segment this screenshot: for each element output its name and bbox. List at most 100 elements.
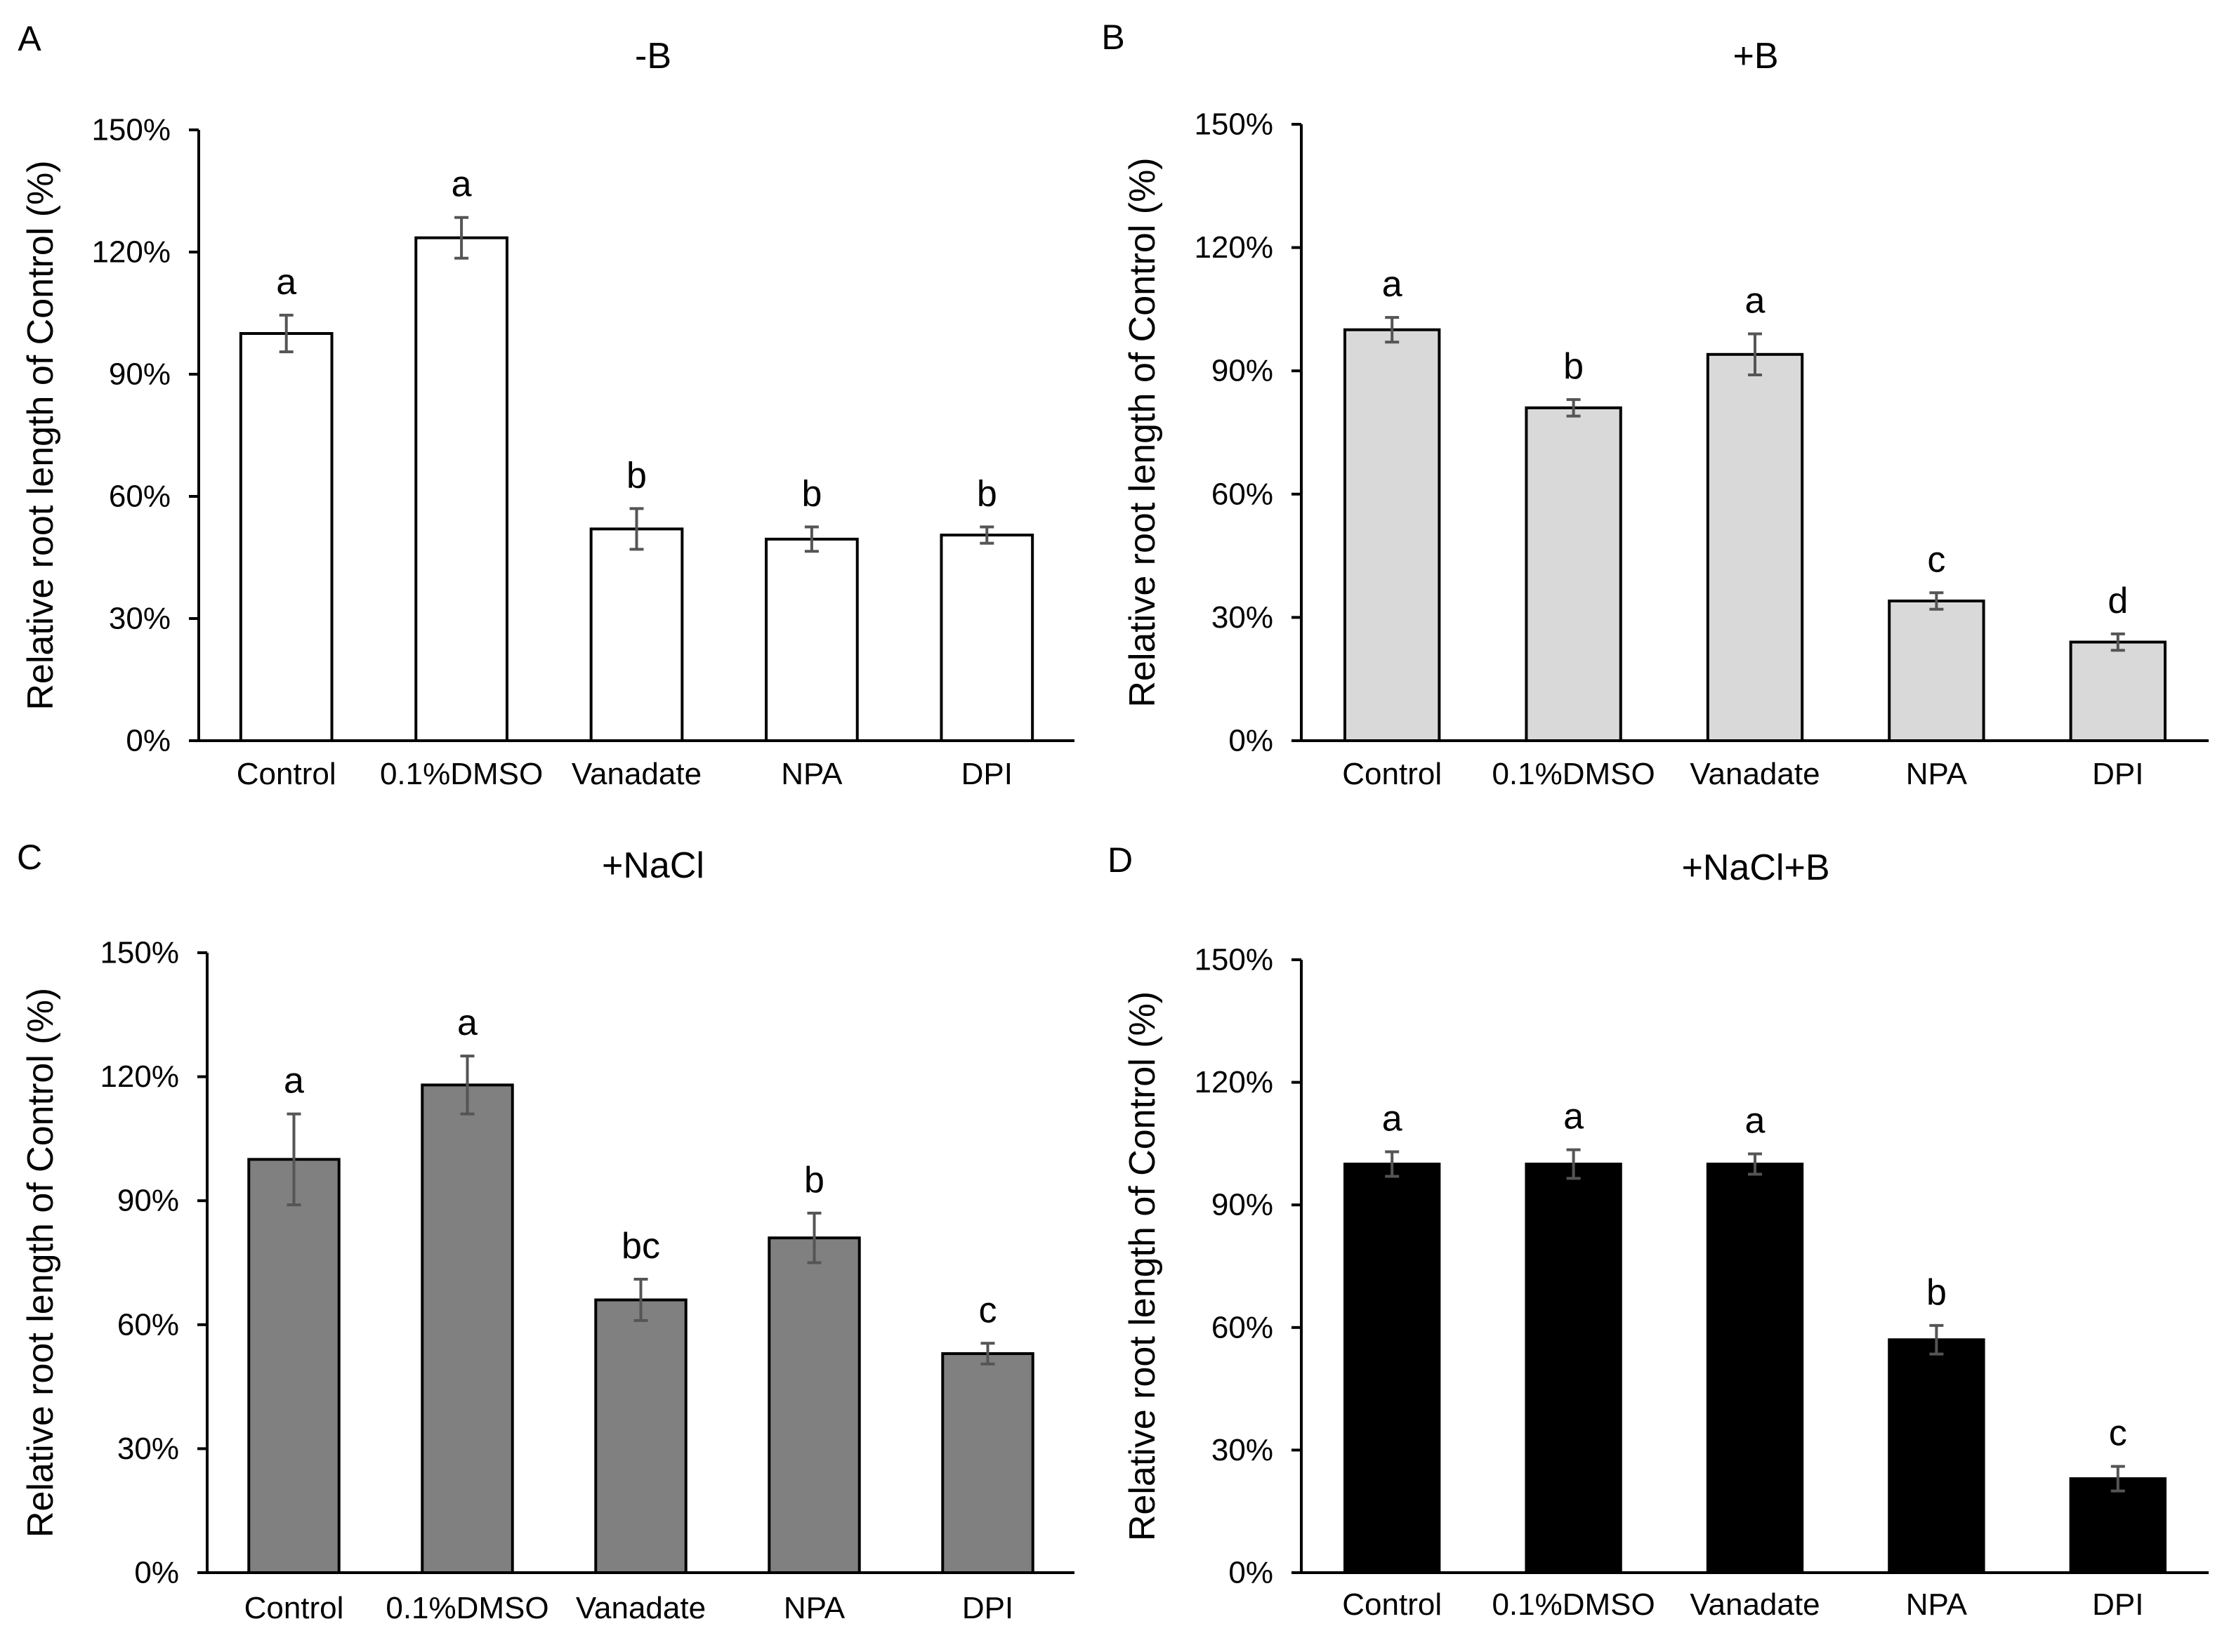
significance-letter-3: a — [1745, 1100, 1766, 1141]
y-axis-label: Relative root length of Control (%) — [1122, 991, 1163, 1541]
error-bar-4 — [1929, 1323, 1944, 1356]
bar-2 — [421, 1083, 514, 1574]
bar-3 — [1706, 352, 1804, 742]
error-bar-2 — [460, 1055, 475, 1116]
significance-letter-1: a — [1382, 264, 1402, 305]
bar-3 — [594, 1298, 688, 1574]
error-bar-3 — [633, 1278, 648, 1322]
y-axis-label: Relative root length of Control (%) — [20, 988, 61, 1538]
significance-letter-1: a — [1382, 1099, 1402, 1139]
significance-letter-2: a — [452, 164, 472, 205]
error-bar-2 — [454, 216, 469, 260]
error-bar-4 — [807, 1211, 822, 1264]
y-tick-label: 150% — [1194, 107, 1273, 142]
y-tick-label: 120% — [91, 235, 171, 270]
y-tick-label: 90% — [1211, 1188, 1273, 1222]
panel-b: B +B Relative root length of Control (%) a C… — [1101, 18, 2209, 791]
y-tick-label: 150% — [1194, 943, 1273, 977]
chart-title: +B — [1733, 36, 1778, 77]
bar-3 — [1706, 1163, 1804, 1574]
y-tick-label: 150% — [100, 936, 179, 970]
y-axis-label: Relative root length of Control (%) — [20, 160, 61, 710]
bar-1 — [1343, 1163, 1441, 1574]
error-bar-4 — [804, 525, 819, 553]
error-bar-3 — [1748, 1152, 1762, 1176]
x-tick-label-2: 0.1%DMSO — [1492, 1587, 1655, 1622]
significance-letter-3: a — [1745, 281, 1766, 322]
y-tick-label: 30% — [109, 602, 171, 636]
error-bar-3 — [629, 507, 644, 551]
y-tick-label: 120% — [1194, 230, 1273, 265]
panel-d: D +NaCl+B Relative root length of Control … — [1107, 840, 2209, 1622]
chart-title: +NaCl+B — [1682, 847, 1830, 888]
x-tick-label-2: 0.1%DMSO — [386, 1591, 548, 1625]
error-bar-5 — [980, 525, 994, 545]
y-tick-label: 0% — [1228, 1556, 1273, 1590]
error-bar-5 — [980, 1342, 995, 1366]
panel-label: A — [18, 19, 41, 58]
significance-letter-1: a — [284, 1061, 304, 1102]
y-tick-label: 90% — [1211, 354, 1273, 388]
x-tick-label-3: Vanadate — [1690, 1587, 1820, 1622]
y-tick-label: 60% — [1211, 477, 1273, 511]
significance-letter-1: a — [276, 262, 296, 303]
x-tick-label-4: NPA — [1906, 757, 1968, 791]
y-tick-label: 30% — [1211, 600, 1273, 635]
bar-2 — [1525, 1163, 1622, 1574]
y-tick-label: 0% — [134, 1556, 179, 1590]
error-bar-1 — [287, 1112, 301, 1207]
panel-a: A -B Relative root length of Control (%) a C… — [18, 19, 1074, 791]
error-bar-4 — [1929, 591, 1944, 611]
bar-1 — [247, 1158, 341, 1575]
bar-4 — [765, 537, 859, 743]
bar-1 — [239, 332, 334, 742]
x-tick-label-3: Vanadate — [576, 1591, 706, 1625]
y-tick-label: 0% — [1228, 724, 1273, 758]
y-tick-label: 150% — [91, 113, 171, 147]
y-tick-label: 120% — [1194, 1065, 1273, 1099]
chart-title: +NaCl — [602, 845, 704, 886]
x-tick-label-4: NPA — [1906, 1587, 1968, 1622]
significance-letter-5: d — [2108, 581, 2128, 621]
x-tick-label-1: Control — [237, 757, 336, 791]
significance-letter-2: a — [1563, 1097, 1584, 1137]
y-tick-label: 30% — [117, 1432, 179, 1466]
x-tick-label-4: NPA — [781, 757, 843, 791]
error-bar-5 — [2110, 632, 2125, 652]
bar-4 — [1888, 1338, 1985, 1574]
significance-letter-4: b — [804, 1160, 824, 1201]
panel-c: C +NaCl Relative root length of Control (%… — [17, 838, 1074, 1625]
significance-letter-3: b — [626, 455, 647, 496]
chart-title: -B — [635, 36, 671, 77]
panel-label: C — [17, 838, 42, 877]
bar-2 — [414, 236, 508, 742]
y-tick-label: 0% — [126, 724, 171, 758]
significance-letter-4: b — [801, 474, 822, 515]
x-tick-label-5: DPI — [961, 757, 1013, 791]
error-bar-5 — [2110, 1465, 2125, 1493]
x-tick-label-2: 0.1%DMSO — [1492, 757, 1655, 791]
bar-5 — [2069, 640, 2167, 743]
significance-letter-2: a — [457, 1003, 478, 1043]
x-tick-label-2: 0.1%DMSO — [380, 757, 543, 791]
bar-5 — [2069, 1477, 2167, 1574]
y-tick-label: 30% — [1211, 1433, 1273, 1467]
significance-letter-3: bc — [622, 1226, 660, 1267]
y-axis-label: Relative root length of Control (%) — [1122, 157, 1163, 707]
significance-letter-5: c — [2109, 1413, 2127, 1454]
x-tick-label-3: Vanadate — [572, 757, 702, 791]
y-tick-label: 60% — [1211, 1310, 1273, 1344]
y-tick-label: 90% — [109, 357, 171, 392]
x-tick-label-5: DPI — [2092, 757, 2143, 791]
error-bar-1 — [1385, 316, 1400, 344]
y-tick-label: 60% — [109, 480, 171, 514]
x-tick-label-3: Vanadate — [1690, 757, 1820, 791]
significance-letter-5: b — [977, 474, 997, 515]
panel-label: B — [1101, 18, 1124, 57]
bar-2 — [1525, 406, 1622, 742]
significance-letter-4: c — [1927, 539, 1945, 580]
significance-letter-5: c — [979, 1290, 997, 1330]
bar-5 — [941, 1352, 1034, 1575]
